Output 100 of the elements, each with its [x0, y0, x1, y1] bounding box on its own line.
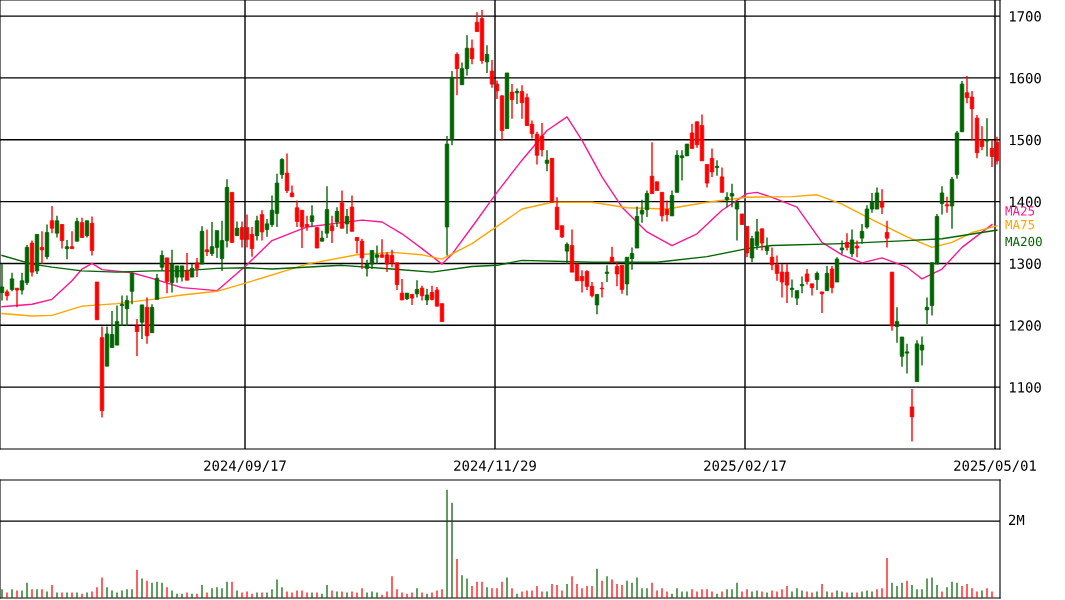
candlestick — [329, 215, 335, 244]
candlestick — [994, 135, 1000, 166]
candlestick — [789, 278, 795, 299]
candlestick — [939, 185, 945, 216]
candlestick — [874, 186, 880, 210]
candlestick — [114, 304, 120, 346]
candlestick — [784, 263, 790, 304]
candlestick — [259, 209, 265, 242]
candlestick — [839, 239, 845, 255]
candlestick — [69, 230, 75, 250]
candlestick — [164, 257, 170, 294]
candlestick — [79, 217, 85, 239]
candlestick — [844, 232, 850, 252]
candlestick — [894, 306, 900, 344]
candlestick — [184, 252, 190, 281]
x-tick-label: 2024/09/17 — [204, 460, 286, 473]
candlestick — [719, 166, 725, 194]
x-tick-label: 2025/05/01 — [954, 460, 1036, 473]
candlestick — [354, 236, 360, 255]
y-tick-label: 1100 — [1010, 382, 1041, 393]
candlestick — [779, 263, 785, 299]
candlestick — [509, 83, 515, 120]
candlestick — [309, 204, 315, 228]
candlestick — [734, 201, 740, 242]
candlestick — [284, 152, 290, 194]
line-series — [1, 194, 998, 317]
candlestick — [384, 251, 390, 273]
x-tick-label: 2024/11/29 — [454, 460, 536, 473]
candlestick — [829, 265, 835, 294]
candlestick — [639, 199, 645, 224]
candlestick — [54, 215, 60, 239]
candlestick — [0, 262, 5, 302]
candlestick — [194, 257, 200, 278]
candlestick — [984, 117, 990, 158]
candlestick — [334, 206, 340, 228]
candlestick — [74, 217, 80, 242]
candlestick — [809, 283, 815, 297]
candlestick — [4, 288, 10, 302]
candlestick — [469, 38, 475, 66]
candlestick — [209, 221, 215, 257]
candlestick — [689, 122, 695, 150]
candlestick — [454, 51, 460, 96]
y-tick-label: 1400 — [1010, 196, 1041, 208]
candlestick — [544, 149, 550, 173]
candlestick — [989, 139, 995, 168]
candlestick — [659, 191, 665, 223]
candlestick — [854, 239, 860, 258]
candlestick — [514, 87, 520, 105]
candlestick — [814, 270, 820, 291]
candlestick — [649, 141, 655, 195]
candlestick — [124, 294, 130, 327]
candlestick — [244, 213, 250, 249]
candlestick — [864, 204, 870, 230]
y-tick-label: 1200 — [1010, 320, 1041, 331]
candlestick — [539, 122, 545, 158]
candlestick — [139, 304, 145, 340]
candlestick — [64, 239, 70, 260]
candlestick — [534, 131, 540, 166]
candlestick — [834, 256, 840, 283]
candlestick — [344, 208, 350, 235]
candlestick — [644, 189, 650, 218]
candlestick — [254, 215, 260, 242]
candlestick — [749, 234, 755, 263]
candlestick — [314, 226, 320, 249]
candlestick — [214, 229, 220, 259]
candlestick — [884, 220, 890, 249]
candlestick — [294, 199, 300, 228]
candlestick — [824, 265, 830, 292]
y-tick-label: 1500 — [1010, 134, 1041, 146]
candlestick — [764, 236, 770, 256]
candlestick — [119, 294, 125, 327]
candlestick — [279, 157, 285, 180]
candlestick — [154, 273, 160, 301]
candlestick — [759, 228, 765, 252]
candlestick — [944, 195, 950, 214]
candlestick — [669, 189, 675, 217]
candlestick — [59, 223, 65, 250]
candlestick — [769, 246, 775, 271]
x-tick-label: 2025/02/17 — [704, 460, 786, 473]
candlestick — [249, 226, 255, 258]
y-tick-label: 1600 — [1010, 72, 1041, 84]
candlestick — [9, 272, 15, 292]
candlestick — [49, 205, 55, 234]
candlestick — [399, 278, 405, 301]
candlestick — [899, 336, 905, 368]
candlestick — [299, 209, 305, 249]
ref-line-label: 2M — [1009, 514, 1025, 526]
candlestick — [359, 238, 365, 270]
candlestick — [969, 90, 975, 142]
candlestick — [39, 230, 45, 265]
candlestick — [909, 388, 915, 443]
y-tick-label: 1300 — [1010, 258, 1041, 269]
series-label: MA75 — [1005, 220, 1035, 230]
candlestick — [714, 159, 720, 177]
candlestick — [14, 287, 20, 309]
candlestick — [324, 185, 330, 239]
candlestick — [484, 44, 490, 74]
candlestick — [604, 264, 610, 283]
candlestick — [819, 291, 825, 314]
candlestick — [594, 293, 600, 315]
